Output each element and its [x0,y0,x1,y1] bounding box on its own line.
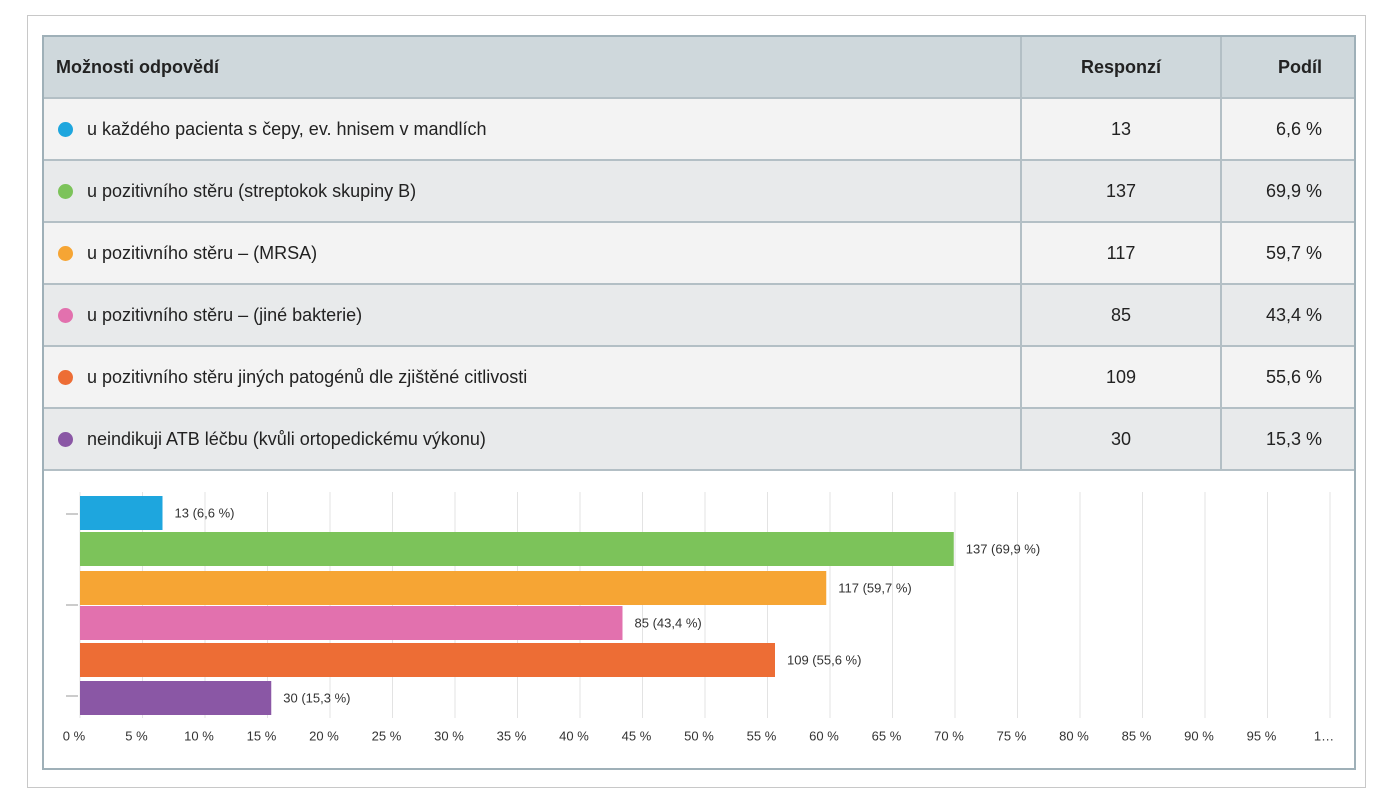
cell-text: 13 [1110,118,1132,139]
header-text: Možnosti odpovědí [56,56,219,77]
results-panel: Možnosti odpovědí Responzí Podíl u každého … [42,35,1356,770]
x-tick-label: 85 % [1122,728,1152,743]
x-tick-label: 50 % [684,728,714,743]
bar [80,496,163,530]
header-text: Responzí [1080,56,1161,77]
cell-text: u pozitivního stěru jiných patogénů dle … [87,366,528,387]
cell-text: u pozitivního stěru – (jiné bakterie) [87,304,363,325]
x-tick-label: 20 % [309,728,339,743]
x-tick-label: 15 % [247,728,277,743]
x-tick-label: 65 % [872,728,902,743]
table-cell: 137 [1022,161,1222,223]
cell-text: 109 [1105,366,1137,387]
table-cell: u pozitivního stěru – (MRSA) [44,223,1022,285]
table-cell: 85 [1022,285,1222,347]
x-tick-label: 5 % [125,728,148,743]
value-label: 117 (59,7 %) [838,580,911,595]
bar [80,681,272,715]
legend-dot [58,183,73,199]
cell-text: 85 [1110,304,1132,325]
cell-text: 117 [1106,242,1136,263]
x-tick-label: 40 % [559,728,589,743]
cell-text: 15,3 % [1265,428,1322,449]
value-label: 13 (6,6 %) [175,505,235,520]
x-tick-label: 60 % [809,728,839,743]
value-label: 85 (43,4 %) [635,615,702,630]
table-cell: 15,3 % [1222,409,1354,471]
cell-text: neindikuji ATB léčbu (kvůli ortopedickém… [87,428,486,449]
x-tick-label: 45 % [622,728,652,743]
chart: 0 % 5 % 10 % 15 % 20 % 25 % 30 % 35 % 40 % 45 % 50… [63,492,1334,743]
bar [80,532,954,566]
table-cell: 59,7 % [1222,223,1354,285]
x-tick-label: 10 % [184,728,214,743]
x-tick-label: 80 % [1059,728,1089,743]
table-cell: 13 [1022,99,1222,161]
table-cell: 69,9 % [1222,161,1354,223]
cell-text: 6,6 % [1275,118,1322,139]
legend-dot [58,245,73,261]
table-cell: u pozitivního stěru – (jiné bakterie) [44,285,1022,347]
table-cell: 55,6 % [1222,347,1354,409]
cell-text: 43,4 % [1265,304,1322,325]
table-cell: 109 [1022,347,1222,409]
header-cell: Podíl [1222,37,1354,99]
x-tick-label: 0 % [63,728,86,743]
cell-text: 137 [1105,180,1137,201]
x-tick-label: 55 % [747,728,777,743]
bar [80,643,775,677]
cell-text: 55,6 % [1265,366,1322,387]
x-tick-label: 30 % [434,728,464,743]
header-text: Podíl [1278,56,1322,77]
legend-dot [58,431,73,447]
table-cell: 6,6 % [1222,99,1354,161]
table-cell: 30 [1022,409,1222,471]
cell-text: u pozitivního stěru – (MRSA) [87,242,318,263]
frame [27,15,1366,788]
value-label: 30 (15,3 %) [283,690,350,705]
legend-dot [58,121,73,137]
x-tick-label: 70 % [934,728,964,743]
x-tick-label: 75 % [997,728,1027,743]
cell-text: u každého pacienta s čepy, ev. hnisem v … [87,118,487,139]
value-label: 137 (69,9 %) [966,541,1040,556]
table-cell: u pozitivního stěru jiných patogénů dle … [44,347,1022,409]
table-cell: u pozitivního stěru (streptokok skupiny … [44,161,1022,223]
legend-dot [58,369,73,385]
cell-text: u pozitivního stěru (streptokok skupiny … [87,180,417,201]
x-tick-label: 1… [1314,728,1334,743]
table-cell: 43,4 % [1222,285,1354,347]
bar [80,606,623,640]
header-cell: Responzí [1022,37,1222,99]
table-cell: neindikuji ATB léčbu (kvůli ortopedickém… [44,409,1022,471]
x-tick-label: 35 % [497,728,527,743]
cell-text: 69,9 % [1265,180,1322,201]
cell-text: 30 [1110,428,1132,449]
x-tick-label: 25 % [372,728,402,743]
table-cell: 117 [1022,223,1222,285]
x-tick-label: 95 % [1247,728,1277,743]
value-label: 109 (55,6 %) [787,652,861,667]
cell-text: 59,7 % [1265,242,1322,263]
legend-dot [58,307,73,323]
table-cell: u každého pacienta s čepy, ev. hnisem v … [44,99,1022,161]
bar [80,571,827,605]
header-cell: Možnosti odpovědí [44,37,1022,99]
x-tick-label: 90 % [1184,728,1214,743]
